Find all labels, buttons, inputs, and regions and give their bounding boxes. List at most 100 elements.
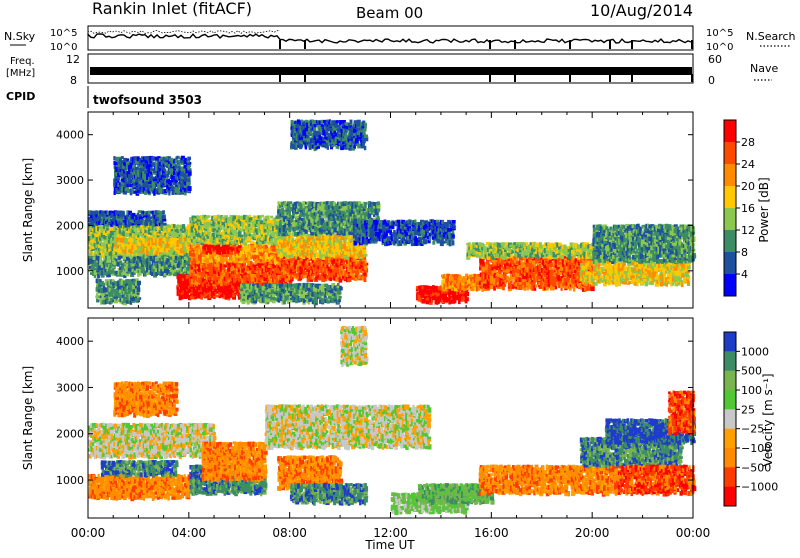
station-title: Rankin Inlet (fitACF) — [92, 0, 252, 18]
heatmap-cell — [267, 219, 271, 223]
beam-title: Beam 00 — [356, 4, 423, 22]
heatmap-cell — [155, 268, 158, 272]
heatmap-cell — [270, 239, 273, 244]
heatmap-cell — [329, 236, 331, 240]
heatmap-cell — [256, 235, 259, 238]
heatmap-cell — [90, 211, 92, 216]
heatmap-cell — [364, 265, 367, 270]
heatmap-cell — [329, 277, 332, 281]
freq-trace — [90, 67, 692, 82]
nsearch-line — [88, 31, 280, 34]
heatmap-cell — [159, 230, 161, 233]
heatmap-cell — [125, 238, 128, 243]
heatmap-cell — [240, 235, 244, 238]
nave-tick-bottom: 0 — [708, 74, 715, 87]
heatmap-cell — [133, 244, 135, 248]
nsky-tick-top: 10^5 — [50, 28, 77, 39]
heatmap-cell — [358, 275, 361, 279]
heatmap-cell — [364, 250, 367, 254]
heatmap-cell — [326, 204, 328, 209]
nave-label: Nave — [750, 62, 778, 75]
heatmap-cell — [125, 220, 127, 225]
heatmap-cell — [133, 260, 135, 263]
freq-band — [90, 67, 692, 75]
nsky-panel: N.Sky 10^5 10^0 10^5 10^0 N.Search — [4, 26, 796, 53]
heatmap-cell — [236, 232, 238, 236]
date-title: 10/Aug/2014 — [590, 1, 693, 20]
heatmap-cell — [277, 201, 279, 204]
heatmap-cell — [214, 256, 217, 259]
freq-unit-label: [MHz] — [6, 68, 35, 79]
heatmap-cell — [163, 223, 167, 226]
nsearch-tick-bottom: 10^0 — [706, 42, 733, 53]
cpid-row: CPID twofsound 3503 — [6, 86, 202, 108]
nsky-label: N.Sky — [4, 30, 36, 43]
heatmap-cell — [137, 285, 140, 289]
heatmap-cell — [174, 269, 176, 272]
freq-panel: Freq. [MHz] 12 8 60 0 Nave — [6, 53, 778, 87]
heatmap-cell — [178, 265, 180, 268]
heatmap-cell — [346, 210, 348, 213]
heatmap-cell — [110, 298, 112, 302]
heatmap-cell — [281, 227, 283, 231]
heatmap-cell — [340, 223, 343, 227]
cpid-label: CPID — [6, 90, 35, 103]
heatmap-cell — [93, 257, 97, 261]
heatmap-cell — [294, 273, 297, 277]
heatmap-cell — [260, 216, 262, 221]
heatmap-cell — [223, 241, 225, 245]
heatmap-cell — [181, 269, 183, 272]
heatmap-cell — [290, 201, 292, 204]
heatmap-cell — [207, 215, 211, 218]
heatmap-cell — [288, 275, 291, 280]
heatmap-cell — [262, 215, 264, 218]
heatmap-cell — [209, 293, 212, 298]
heatmap-cell — [240, 228, 242, 232]
freq-label: Freq. — [10, 56, 35, 67]
heatmap-cell — [95, 210, 98, 214]
heatmap-cell — [175, 256, 178, 260]
nsearch-tick-top: 10^5 — [706, 28, 733, 39]
freq-tick-bottom: 8 — [70, 74, 77, 87]
heatmap-cell — [296, 226, 298, 231]
heatmap-cell — [220, 271, 222, 275]
heatmap-cell — [126, 257, 129, 261]
heatmap-cell — [100, 256, 103, 261]
heatmap-cell — [134, 238, 136, 243]
heatmap-cell — [365, 261, 367, 265]
heatmap-cell — [250, 261, 252, 266]
heatmap-cell — [162, 214, 166, 219]
freq-tick-top: 12 — [66, 53, 80, 66]
heatmap-cell — [107, 211, 109, 215]
heatmap-cell — [221, 215, 223, 218]
heatmap-cell — [364, 202, 367, 205]
heatmap-cell — [312, 225, 314, 229]
heatmap-cell — [266, 216, 269, 220]
heatmap-cell — [333, 269, 335, 274]
heatmap-cell — [299, 202, 301, 205]
power-scatter — [88, 119, 696, 305]
heatmap-cell — [122, 223, 125, 226]
heatmap-cell — [137, 256, 140, 259]
heatmap-cell — [250, 241, 254, 244]
nsky-trace — [88, 31, 692, 50]
heatmap-cell — [162, 210, 165, 214]
nsky-line — [88, 34, 691, 43]
heatmap-cell — [344, 206, 346, 209]
heatmap-cell — [249, 215, 251, 218]
heatmap-cell — [220, 226, 223, 230]
nsearch-label: N.Search — [746, 30, 796, 43]
heatmap-cell — [319, 246, 321, 250]
heatmap-cell — [348, 254, 350, 257]
heatmap-cell — [96, 294, 99, 299]
nsky-tick-bottom: 10^0 — [50, 42, 77, 53]
heatmap-cell — [103, 286, 106, 291]
nave-tick-top: 60 — [708, 53, 722, 66]
heatmap-cell — [137, 213, 140, 217]
heatmap-cell — [209, 263, 212, 267]
heatmap-cell — [88, 256, 91, 259]
heatmap-cell — [173, 224, 176, 228]
